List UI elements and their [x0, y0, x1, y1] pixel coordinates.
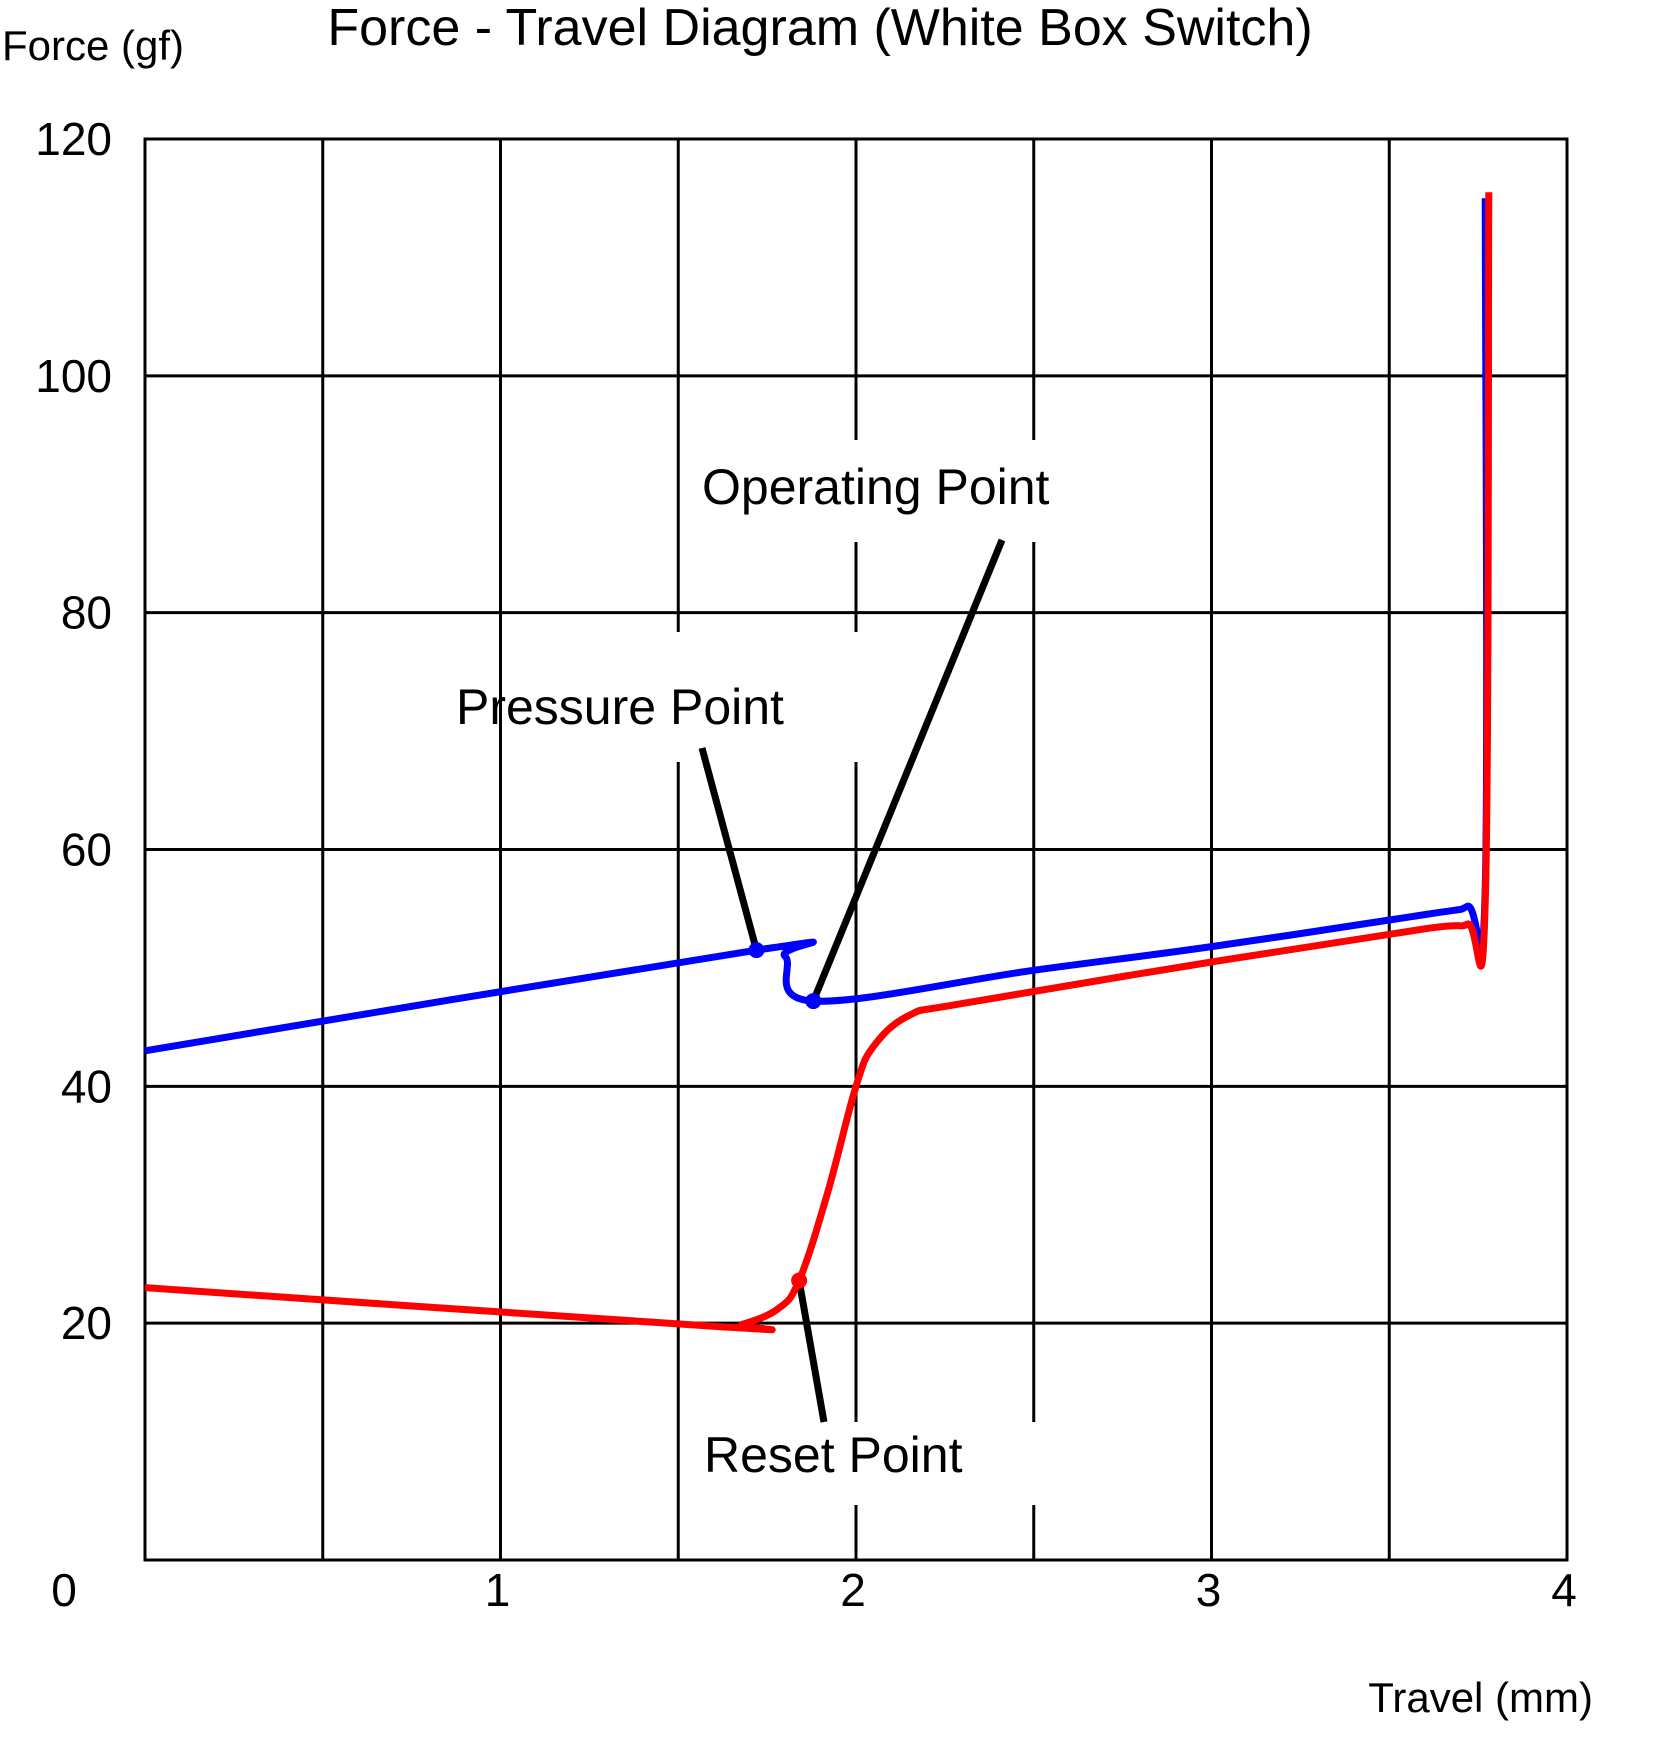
x-axis-title: Travel (mm) [1368, 1674, 1593, 1721]
release-curve [144, 192, 1493, 1334]
x-tick-label: 3 [1196, 1564, 1222, 1616]
y-tick-label: 60 [61, 824, 112, 876]
annotation-operating-point: Operating Point [702, 459, 1050, 515]
grid [143, 137, 1569, 1562]
annotation-reset-point: Reset Point [704, 1427, 963, 1483]
y-tick-label: 120 [35, 113, 112, 165]
operating-point-leader [810, 538, 1006, 1003]
tick-labels: 20 40 60 80 100 120 0 1 2 3 4 [35, 113, 1577, 1616]
x-tick-label: 4 [1551, 1564, 1577, 1616]
plot-frame [143, 137, 1569, 1562]
series-layer [144, 192, 1493, 1334]
x-tick-label: 2 [840, 1564, 866, 1616]
reset-point-marker [791, 1272, 808, 1289]
y-tick-label: 20 [61, 1297, 112, 1349]
annotation-leaders [698, 538, 1006, 1423]
x-tick-label: 0 [51, 1564, 77, 1616]
chart-title: Force - Travel Diagram (White Box Switch… [327, 0, 1312, 57]
annotation-pressure-point: Pressure Point [456, 679, 784, 735]
y-tick-label: 40 [61, 1060, 112, 1112]
y-tick-label: 100 [35, 350, 112, 402]
x-tick-label: 1 [485, 1564, 511, 1616]
pressure-point-marker [748, 942, 765, 959]
annotation-markers [748, 942, 822, 1289]
y-tick-label: 80 [61, 587, 112, 639]
press-curve [144, 198, 1491, 1055]
operating-point-marker [805, 993, 822, 1010]
y-axis-title: Force (gf) [2, 22, 184, 69]
pressure-point-leader [698, 747, 760, 952]
reset-point-leader [795, 1279, 828, 1423]
